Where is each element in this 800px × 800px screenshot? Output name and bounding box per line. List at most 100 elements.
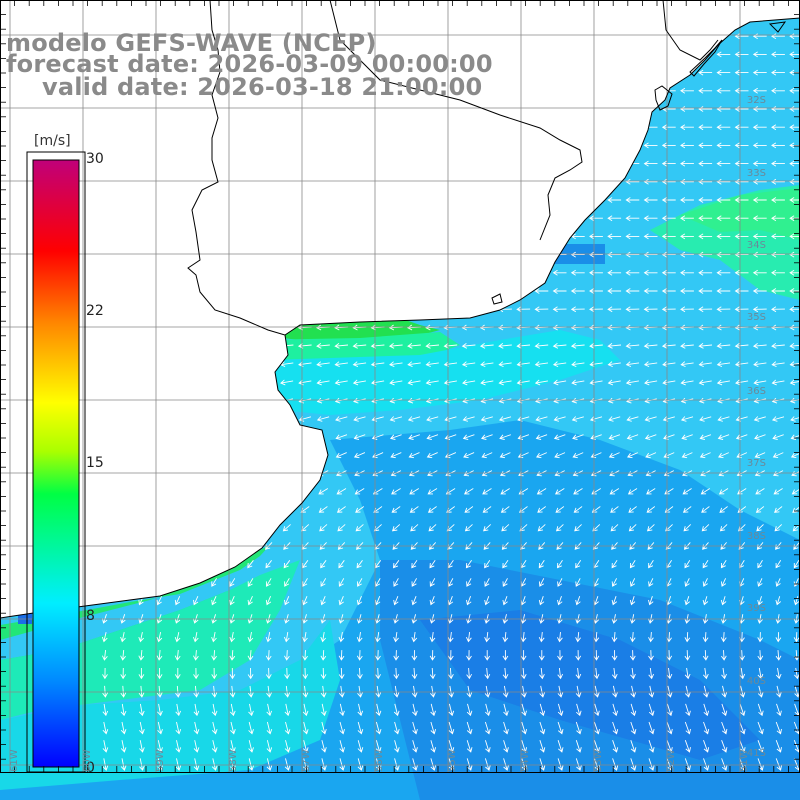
lon-label-57w: 57W (301, 749, 312, 772)
wind-arrow (371, 434, 384, 440)
wind-arrow (648, 578, 654, 587)
wind-arrow (774, 506, 783, 513)
wind-arrow (425, 343, 440, 349)
wind-arrow (680, 160, 694, 167)
wind-arrow (392, 560, 400, 569)
wind-arrow (698, 379, 712, 386)
wind-arrow (536, 488, 547, 495)
wind-arrow (611, 560, 618, 569)
wind-arrow (593, 667, 600, 680)
wind-arrow (554, 488, 565, 495)
wind-arrow (680, 361, 694, 368)
wind-arrow (503, 758, 509, 771)
wind-arrow (680, 106, 694, 112)
wind-arrow (539, 667, 545, 680)
wind-arrow (612, 758, 619, 771)
wind-arrow (739, 740, 746, 753)
wind-arrow (539, 703, 546, 717)
wind-arrow (625, 343, 640, 349)
wind-arrow (389, 416, 403, 422)
wind-arrow (753, 416, 766, 422)
wind-arrow (393, 685, 400, 698)
wind-arrow (703, 721, 710, 735)
wind-arrow (102, 667, 108, 680)
wind-arrow (321, 703, 327, 717)
wind-arrow (353, 452, 366, 459)
wind-arrow (394, 721, 400, 735)
wind-arrow (316, 379, 330, 386)
wind-arrow (625, 288, 640, 294)
wind-arrow (683, 524, 692, 532)
wind-arrow (389, 379, 403, 386)
lat-label-32s: 32S (746, 95, 766, 106)
wind-arrow (503, 721, 509, 735)
wind-arrow (717, 416, 730, 422)
wind-arrow (357, 758, 364, 771)
wind-arrow (480, 379, 494, 386)
wind-arrow (230, 740, 236, 753)
wind-arrow (266, 740, 273, 753)
wind-arrow (461, 361, 476, 368)
wind-arrow (720, 578, 727, 587)
wind-arrow (444, 452, 457, 459)
wind-arrow (557, 650, 563, 661)
wind-arrow (211, 685, 218, 698)
wind-arrow (447, 596, 454, 606)
wind-arrow (321, 740, 327, 753)
wind-arrow (734, 160, 749, 167)
wind-arrow (302, 560, 309, 569)
wind-arrow (734, 215, 749, 222)
wind-arrow (755, 488, 765, 495)
wind-arrow (666, 685, 673, 698)
wind-arrow (718, 488, 729, 495)
wind-arrow (355, 524, 364, 532)
wind-arrow (229, 632, 236, 643)
wind-arrow (570, 343, 585, 349)
wind-arrow (698, 69, 713, 76)
wind-arrow (702, 632, 709, 643)
wind-arrow (719, 506, 728, 513)
wind-arrow (716, 306, 731, 313)
wind-arrow (698, 288, 713, 294)
wind-arrow (702, 560, 709, 569)
wind-arrow (771, 215, 785, 222)
wind-arrow (481, 452, 493, 459)
wind-arrow (430, 740, 437, 753)
colorbar-unit: [m/s] (34, 133, 71, 149)
wind-arrow (607, 215, 622, 222)
wind-arrow (630, 721, 637, 735)
wind-arrow (589, 306, 603, 313)
wind-arrow (589, 343, 603, 349)
wind-arrow (643, 160, 658, 167)
wind-arrow (628, 506, 637, 513)
wind-arrow (284, 650, 290, 661)
wind-arrow (553, 434, 566, 440)
lon-label-51w: 51W (739, 749, 750, 772)
wind-arrow (716, 178, 731, 185)
wind-arrow (193, 667, 199, 680)
wind-arrow (643, 178, 658, 185)
wind-arrow (320, 650, 327, 661)
wind-arrow (464, 524, 473, 532)
wind-arrow (552, 361, 567, 368)
wind-arrow (698, 124, 713, 131)
wind-arrow (684, 596, 690, 606)
wind-arrow (698, 269, 713, 276)
wind-arrow (771, 379, 785, 386)
wind-arrow (429, 632, 436, 643)
wind-arrow (374, 632, 381, 643)
wind-arrow (447, 578, 454, 587)
wind-arrow (789, 251, 800, 258)
wind-arrow (609, 488, 620, 495)
wind-arrow (429, 596, 435, 606)
wind-arrow (156, 685, 163, 698)
wind-arrow (680, 269, 694, 276)
wind-arrow (302, 632, 308, 643)
wind-arrow (771, 251, 785, 258)
wind-arrow (138, 703, 145, 717)
wind-arrow (648, 721, 655, 735)
wind-arrows (101, 33, 800, 771)
lat-label-37s: 37S (746, 458, 766, 469)
wind-arrow (699, 434, 712, 440)
wind-arrow (448, 667, 454, 680)
